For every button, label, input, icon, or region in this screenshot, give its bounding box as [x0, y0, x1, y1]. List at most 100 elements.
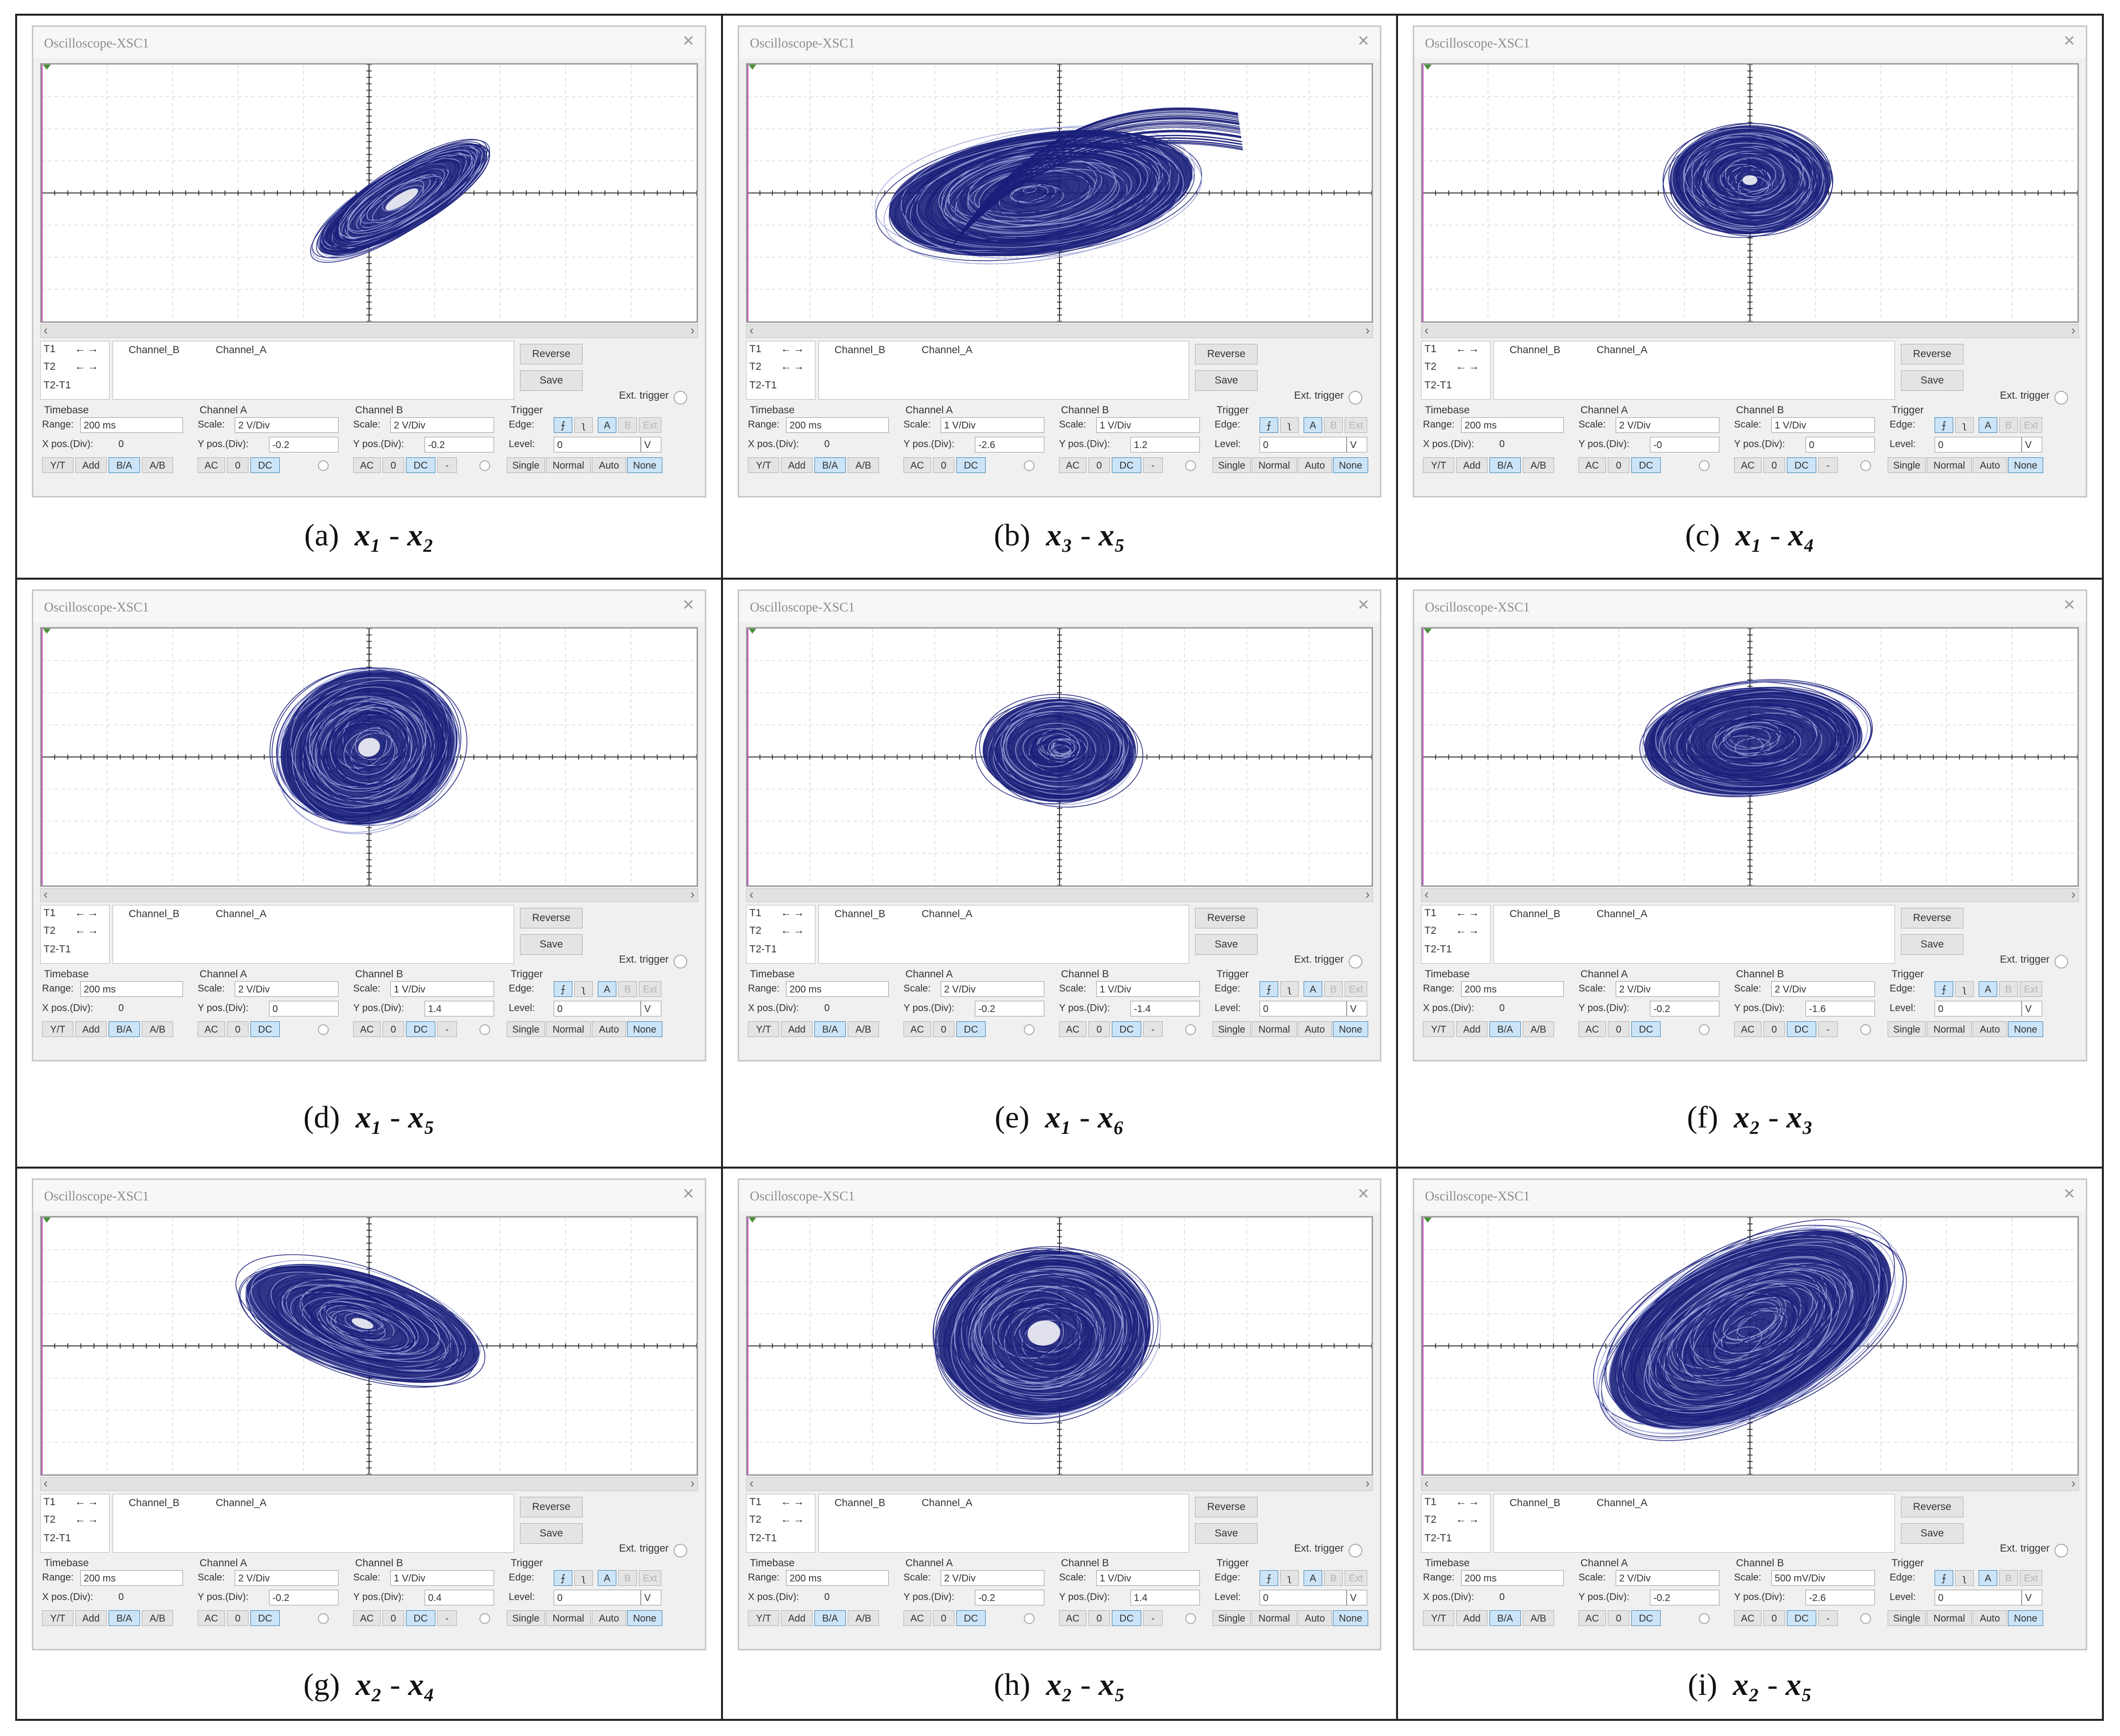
single-button[interactable]: Single [1888, 1021, 1926, 1037]
t2-arrows-icon[interactable]: ←→ [1456, 1513, 1481, 1525]
channel-b-radio[interactable] [1860, 460, 1871, 471]
channel-a-scale-field[interactable]: 2 V/Div [1616, 981, 1719, 997]
normal-button[interactable]: Normal [1927, 1021, 1972, 1037]
trigger-b-button[interactable]: B [1324, 417, 1343, 433]
channel-b-radio[interactable] [1860, 1024, 1871, 1035]
channel-a-dc-button[interactable]: DC [1631, 457, 1661, 473]
trigger-ext-button[interactable]: Ext [1345, 417, 1367, 433]
scroll-left-icon[interactable]: ‹ [44, 887, 48, 902]
t1-arrows-icon[interactable]: ←→ [1456, 342, 1481, 355]
trigger-a-button[interactable]: A [598, 981, 616, 997]
channel-a-ypos-field[interactable]: -0.2 [975, 1590, 1044, 1605]
xpos-value[interactable]: 0 [824, 1003, 830, 1014]
scroll-right-icon[interactable]: › [690, 887, 695, 902]
ba-button[interactable]: B/A [814, 1021, 846, 1037]
horizontal-scrollbar[interactable]: ‹ › [746, 323, 1373, 338]
scroll-right-icon[interactable]: › [2071, 1476, 2075, 1490]
range-field[interactable]: 200 ms [80, 981, 183, 997]
yt-button[interactable]: Y/T [42, 457, 73, 473]
channel-b-scale-field[interactable]: 2 V/Div [1771, 981, 1875, 997]
trigger-ext-button[interactable]: Ext [1345, 1570, 1367, 1586]
t1-arrows-icon[interactable]: ←→ [75, 342, 100, 355]
reverse-button[interactable]: Reverse [1195, 1497, 1258, 1517]
channel-a-ac-button[interactable]: AC [903, 457, 931, 473]
channel-b-dc-button[interactable]: DC [1112, 1610, 1141, 1626]
none-button[interactable]: None [1333, 1610, 1368, 1626]
channel-b-dc-button[interactable]: DC [406, 457, 435, 473]
channel-a-zero-button[interactable]: 0 [933, 1021, 954, 1037]
save-button[interactable]: Save [520, 934, 583, 955]
ext-trigger-radio[interactable] [674, 391, 687, 405]
channel-b-ypos-field[interactable]: 0.4 [425, 1590, 494, 1605]
channel-a-ac-button[interactable]: AC [1579, 1021, 1606, 1037]
channel-a-dc-button[interactable]: DC [250, 457, 280, 473]
channel-b-dc-button[interactable]: DC [406, 1021, 435, 1037]
scroll-right-icon[interactable]: › [1365, 1476, 1370, 1490]
none-button[interactable]: None [627, 1610, 662, 1626]
channel-b-scale-field[interactable]: 1 V/Div [390, 1570, 494, 1586]
channel-b-dc-button[interactable]: DC [1787, 1610, 1816, 1626]
xpos-value[interactable]: 0 [1499, 439, 1505, 450]
reverse-button[interactable]: Reverse [1195, 908, 1258, 928]
channel-a-ypos-field[interactable]: -0.2 [269, 437, 338, 452]
channel-b-dc-button[interactable]: DC [1112, 1021, 1141, 1037]
channel-b-ac-button[interactable]: AC [353, 457, 381, 473]
scroll-left-icon[interactable]: ‹ [1424, 887, 1429, 902]
single-button[interactable]: Single [1213, 457, 1251, 473]
channel-a-zero-button[interactable]: 0 [227, 1610, 248, 1626]
range-field[interactable]: 200 ms [80, 1570, 183, 1586]
channel-a-ypos-field[interactable]: -0.2 [1650, 1001, 1719, 1016]
trigger-b-button[interactable]: B [1999, 1570, 2018, 1586]
ba-button[interactable]: B/A [109, 457, 140, 473]
channel-a-radio[interactable] [318, 460, 329, 471]
channel-b-ypos-field[interactable]: -2.6 [1805, 1590, 1875, 1605]
channel-a-scale-field[interactable]: 2 V/Div [941, 1570, 1044, 1586]
xpos-value[interactable]: 0 [824, 439, 830, 450]
ab-button[interactable]: A/B [848, 1610, 879, 1626]
channel-a-ac-button[interactable]: AC [903, 1021, 931, 1037]
channel-a-dc-button[interactable]: DC [250, 1021, 280, 1037]
channel-b-radio[interactable] [479, 460, 490, 471]
channel-a-ac-button[interactable]: AC [198, 1610, 225, 1626]
single-button[interactable]: Single [1888, 1610, 1926, 1626]
channel-b-ypos-field[interactable]: -1.4 [1130, 1001, 1200, 1016]
trigger-b-button[interactable]: B [1324, 981, 1343, 997]
channel-b-ac-button[interactable]: AC [1734, 1021, 1761, 1037]
level-field[interactable]: 0 [1935, 1001, 2022, 1016]
channel-b-ypos-field[interactable]: 0 [1805, 437, 1875, 452]
normal-button[interactable]: Normal [546, 1610, 591, 1626]
channel-b-zero-button[interactable]: 0 [1088, 1021, 1110, 1037]
trigger-b-button[interactable]: B [618, 1570, 637, 1586]
channel-b-scale-field[interactable]: 500 mV/Div [1771, 1570, 1875, 1586]
channel-b-ypos-field[interactable]: -1.6 [1805, 1001, 1875, 1016]
channel-b-zero-button[interactable]: 0 [1763, 1021, 1785, 1037]
trigger-ext-button[interactable]: Ext [639, 981, 661, 997]
close-icon[interactable]: × [2063, 1183, 2075, 1204]
ab-button[interactable]: A/B [142, 457, 173, 473]
t2-arrows-icon[interactable]: ←→ [1456, 924, 1481, 936]
trigger-a-button[interactable]: A [598, 1570, 616, 1586]
channel-b-zero-button[interactable]: 0 [383, 457, 404, 473]
single-button[interactable]: Single [1213, 1610, 1251, 1626]
edge-falling-icon[interactable]: ʅ [1280, 1570, 1299, 1586]
channel-a-zero-button[interactable]: 0 [1608, 1021, 1629, 1037]
auto-button[interactable]: Auto [592, 457, 626, 473]
scroll-left-icon[interactable]: ‹ [749, 323, 754, 338]
save-button[interactable]: Save [1901, 370, 1963, 391]
channel-b-ypos-field[interactable]: 1.4 [425, 1001, 494, 1016]
channel-a-ypos-field[interactable]: -2.6 [975, 437, 1044, 452]
channel-a-ypos-field[interactable]: -0.2 [269, 1590, 338, 1605]
edge-falling-icon[interactable]: ʅ [1955, 417, 1974, 433]
channel-a-ac-button[interactable]: AC [1579, 1610, 1606, 1626]
close-icon[interactable]: × [682, 594, 694, 615]
channel-b-ac-button[interactable]: AC [353, 1610, 381, 1626]
scroll-left-icon[interactable]: ‹ [1424, 1476, 1429, 1490]
t1-arrows-icon[interactable]: ←→ [781, 906, 806, 919]
ext-trigger-radio[interactable] [674, 1544, 687, 1557]
level-field[interactable]: 0 [1260, 437, 1347, 452]
none-button[interactable]: None [1333, 1021, 1368, 1037]
none-button[interactable]: None [2008, 457, 2043, 473]
channel-b-zero-button[interactable]: 0 [383, 1021, 404, 1037]
channel-a-radio[interactable] [1024, 460, 1035, 471]
add-button[interactable]: Add [75, 1021, 107, 1037]
